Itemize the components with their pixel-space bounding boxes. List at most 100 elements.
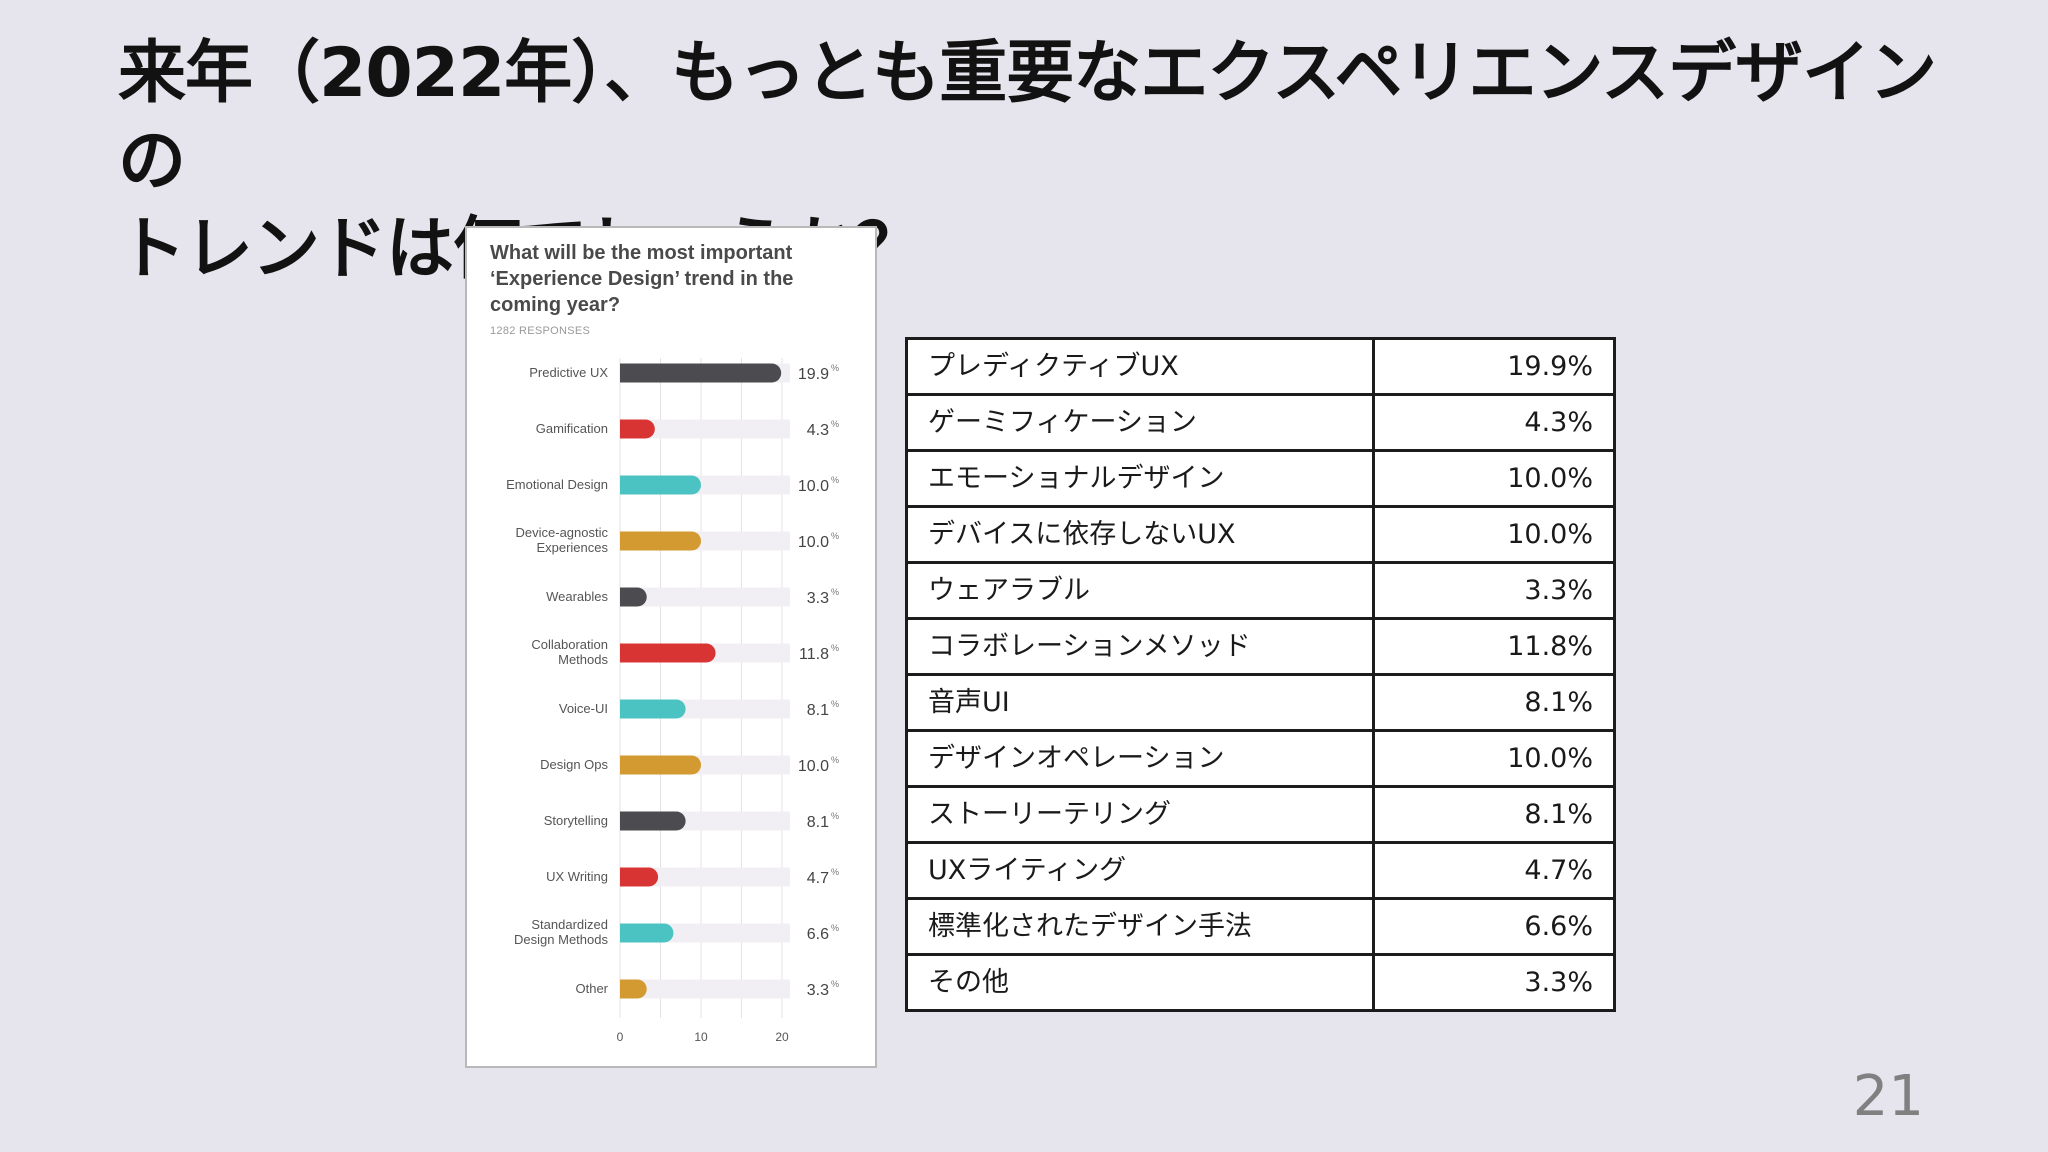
table-cell-value: 6.6%: [1372, 897, 1616, 956]
category-label: Wearables: [546, 589, 608, 604]
bar-square-end: [620, 811, 630, 831]
value-unit: %: [831, 755, 839, 765]
chart-response-count: 1282 RESPONSES: [490, 325, 591, 337]
bar: [620, 699, 686, 719]
bar: [620, 363, 782, 383]
category-label: Gamification: [536, 421, 608, 436]
x-tick-label: 10: [694, 1030, 708, 1044]
table-cell-label: ストーリーテリング: [905, 785, 1375, 844]
bar: [620, 755, 701, 775]
category-label: Storytelling: [544, 813, 608, 828]
table-row: ゲーミフィケーション 4.3%: [905, 393, 1616, 452]
bar-square-end: [620, 755, 630, 775]
table-cell-label: 標準化されたデザイン手法: [905, 897, 1375, 956]
bar-square-end: [620, 475, 630, 495]
table-cell-value: 4.7%: [1372, 841, 1616, 900]
x-tick-label: 0: [617, 1030, 624, 1044]
table-cell-value: 8.1%: [1372, 785, 1616, 844]
value-label: 4.3: [807, 422, 829, 439]
table-cell-value: 3.3%: [1372, 561, 1616, 620]
bar-square-end: [620, 979, 630, 999]
bar: [620, 643, 716, 663]
table-cell-value: 10.0%: [1372, 449, 1616, 508]
value-unit: %: [831, 923, 839, 933]
bar-track: [620, 587, 790, 607]
bar-square-end: [620, 419, 630, 439]
value-unit: %: [831, 587, 839, 597]
results-table-body: プレディクティブUX 19.9% ゲーミフィケーション 4.3% エモーショナルデザイン…: [905, 337, 1616, 1012]
table-row: コラボレーションメソッド 11.8%: [905, 617, 1616, 676]
category-label: Standardized: [531, 917, 608, 932]
value-label: 3.3: [807, 982, 829, 999]
value-label: 8.1: [807, 814, 829, 831]
slide-title-line-1: 来年（2022年）、もっとも重要なエクスペリエンスデザインの: [118, 34, 1937, 201]
bar: [620, 475, 701, 495]
table-row: その他 3.3%: [905, 953, 1616, 1012]
value-unit: %: [831, 475, 839, 485]
table-cell-label: 音声UI: [905, 673, 1375, 732]
x-tick-label: 20: [775, 1030, 789, 1044]
table-cell-value: 3.3%: [1372, 953, 1616, 1012]
value-unit: %: [831, 867, 839, 877]
table-row: エモーショナルデザイン 10.0%: [905, 449, 1616, 508]
table-row: 音声UI 8.1%: [905, 673, 1616, 732]
bar-square-end: [620, 923, 630, 943]
bar-square-end: [620, 699, 630, 719]
category-label: Collaboration: [531, 637, 608, 652]
value-unit: %: [831, 363, 839, 373]
bar-square-end: [620, 587, 630, 607]
value-unit: %: [831, 531, 839, 541]
table-cell-value: 8.1%: [1372, 673, 1616, 732]
value-unit: %: [831, 419, 839, 429]
value-label: 10.0: [798, 758, 829, 775]
bar: [620, 867, 659, 887]
table-row: デバイスに依存しないUX 10.0%: [905, 505, 1616, 564]
table-row: デザインオペレーション 10.0%: [905, 729, 1616, 788]
bar-square-end: [620, 363, 630, 383]
value-unit: %: [831, 643, 839, 653]
bar-chart: Predictive UX 19.9 % Gamification 4.3 % Emotio…: [506, 358, 839, 1044]
bar-square-end: [620, 531, 630, 551]
bar-track: [620, 867, 790, 887]
slide-title-line-2: トレンドは何でしょうか？: [118, 206, 1968, 294]
category-label: Experiences: [536, 540, 608, 555]
category-label: Emotional Design: [506, 477, 608, 492]
category-label: Design Methods: [514, 932, 608, 947]
table-cell-value: 11.8%: [1372, 617, 1616, 676]
category-label: Device-agnostic: [516, 525, 609, 540]
value-label: 10.0: [798, 534, 829, 551]
bar-square-end: [620, 867, 630, 887]
page-number: 21: [1852, 1064, 1924, 1129]
table-cell-label: エモーショナルデザイン: [905, 449, 1375, 508]
table-cell-label: ウェアラブル: [905, 561, 1375, 620]
table-cell-value: 10.0%: [1372, 729, 1616, 788]
bar-square-end: [620, 643, 630, 663]
results-table: プレディクティブUX 19.9% ゲーミフィケーション 4.3% エモーショナルデザイン…: [905, 337, 1616, 1012]
table-cell-label: その他: [905, 953, 1375, 1012]
bar: [620, 923, 674, 943]
category-label: Other: [575, 981, 608, 996]
chart-title: What will be the most important ‘Experie…: [490, 242, 794, 316]
table-cell-label: プレディクティブUX: [905, 337, 1375, 396]
table-row: UXライティング 4.7%: [905, 841, 1616, 900]
bar: [620, 531, 701, 551]
bar: [620, 811, 686, 831]
table-cell-label: デザインオペレーション: [905, 729, 1375, 788]
table-cell-label: ゲーミフィケーション: [905, 393, 1375, 452]
value-label: 8.1: [807, 702, 829, 719]
value-unit: %: [831, 811, 839, 821]
table-cell-label: コラボレーションメソッド: [905, 617, 1375, 676]
value-label: 19.9: [798, 366, 829, 383]
table-cell-label: デバイスに依存しないUX: [905, 505, 1375, 564]
table-cell-value: 4.3%: [1372, 393, 1616, 452]
category-label: UX Writing: [546, 869, 608, 884]
value-label: 4.7: [807, 870, 829, 887]
value-label: 10.0: [798, 478, 829, 495]
slide-title: 来年（2022年）、もっとも重要なエクスペリエンスデザインの トレンドは何でしょ…: [118, 30, 1968, 294]
bar-track: [620, 419, 790, 439]
category-label: Voice-UI: [559, 701, 608, 716]
table-cell-label: UXライティング: [905, 841, 1375, 900]
category-label: Methods: [558, 652, 608, 667]
value-label: 6.6: [807, 926, 829, 943]
value-label: 11.8: [799, 646, 829, 663]
